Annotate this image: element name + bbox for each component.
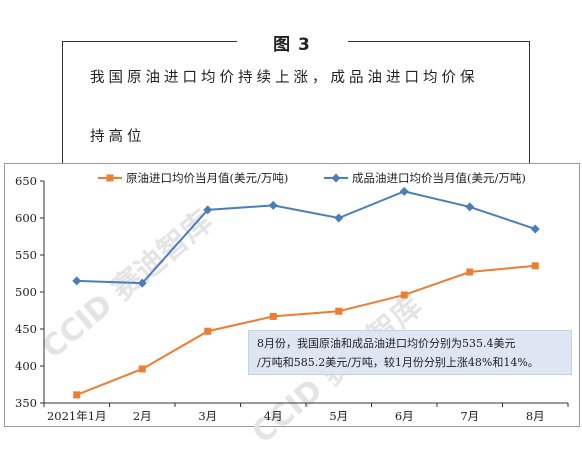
legend-label-1: 原油进口均价当月值(美元/万吨) xyxy=(126,171,288,185)
data-point-2 xyxy=(334,213,344,223)
x-tick-label: 7月 xyxy=(460,409,479,423)
data-point-2 xyxy=(203,205,213,215)
x-tick-label: 3月 xyxy=(198,409,217,423)
data-point-1 xyxy=(269,312,277,320)
legend-label-2: 成品油进口均价当月值(美元/万吨) xyxy=(352,171,526,185)
figure-caption-line-1: 我国原油进口均价持续上涨，成品油进口均价保 xyxy=(90,70,479,86)
chart-area xyxy=(4,163,580,427)
annotation-box: 8月份，我国原油和成品油进口均价分别为535.4美元 /万吨和585.2美元/万… xyxy=(248,330,572,375)
figure-caption-line-2: 持高位 xyxy=(90,129,146,145)
data-point-2 xyxy=(72,276,82,286)
y-tick-label: 550 xyxy=(15,248,37,262)
frame-right-border xyxy=(529,41,530,163)
y-tick-label: 350 xyxy=(15,396,37,410)
x-tick-label: 2021年1月 xyxy=(47,409,107,423)
data-point-1 xyxy=(466,268,474,276)
y-tick-label: 650 xyxy=(15,174,37,188)
annotation-line-1: 8月份，我国原油和成品油进口均价分别为535.4美元 xyxy=(257,337,516,350)
data-point-1 xyxy=(73,391,81,399)
data-point-2 xyxy=(268,200,278,210)
annotation-line-2: /万吨和585.2美元/万吨，较1月份分别上涨48%和14%。 xyxy=(257,356,539,369)
y-tick-label: 400 xyxy=(15,359,37,373)
data-point-1 xyxy=(204,327,212,335)
legend-marker-1 xyxy=(106,174,114,182)
line-chart: 350 400 450 500 550 600 650 2021年1月 2月 3月 4月 5月 6月 7月… xyxy=(15,171,569,423)
figure-label: 图 3 xyxy=(273,35,311,55)
frame-top-border-right xyxy=(348,41,530,42)
x-tick-label: 4月 xyxy=(264,409,283,423)
data-point-1 xyxy=(531,262,539,270)
frame-left-border xyxy=(62,41,63,163)
annotation-text: 8月份，我国原油和成品油进口均价分别为535.4美元 /万吨和585.2美元/万… xyxy=(257,334,567,372)
frame-top-border-left xyxy=(62,41,237,42)
data-point-2 xyxy=(530,224,540,234)
x-tick-label: 6月 xyxy=(395,409,414,423)
x-tick-label: 5月 xyxy=(329,409,348,423)
data-point-2 xyxy=(465,202,475,212)
data-point-1 xyxy=(335,307,343,315)
data-point-2 xyxy=(399,186,409,196)
series-line-2 xyxy=(76,190,536,285)
legend-marker-2 xyxy=(331,173,341,183)
x-tick-label: 2月 xyxy=(133,409,152,423)
data-point-1 xyxy=(400,291,408,299)
data-point-2 xyxy=(137,278,147,288)
y-tick-label: 500 xyxy=(15,285,37,299)
y-tick-label: 450 xyxy=(15,322,37,336)
y-tick-label: 600 xyxy=(15,211,37,225)
series-line-1 xyxy=(76,264,536,396)
data-point-1 xyxy=(138,365,146,373)
x-tick-label: 8月 xyxy=(526,409,545,423)
